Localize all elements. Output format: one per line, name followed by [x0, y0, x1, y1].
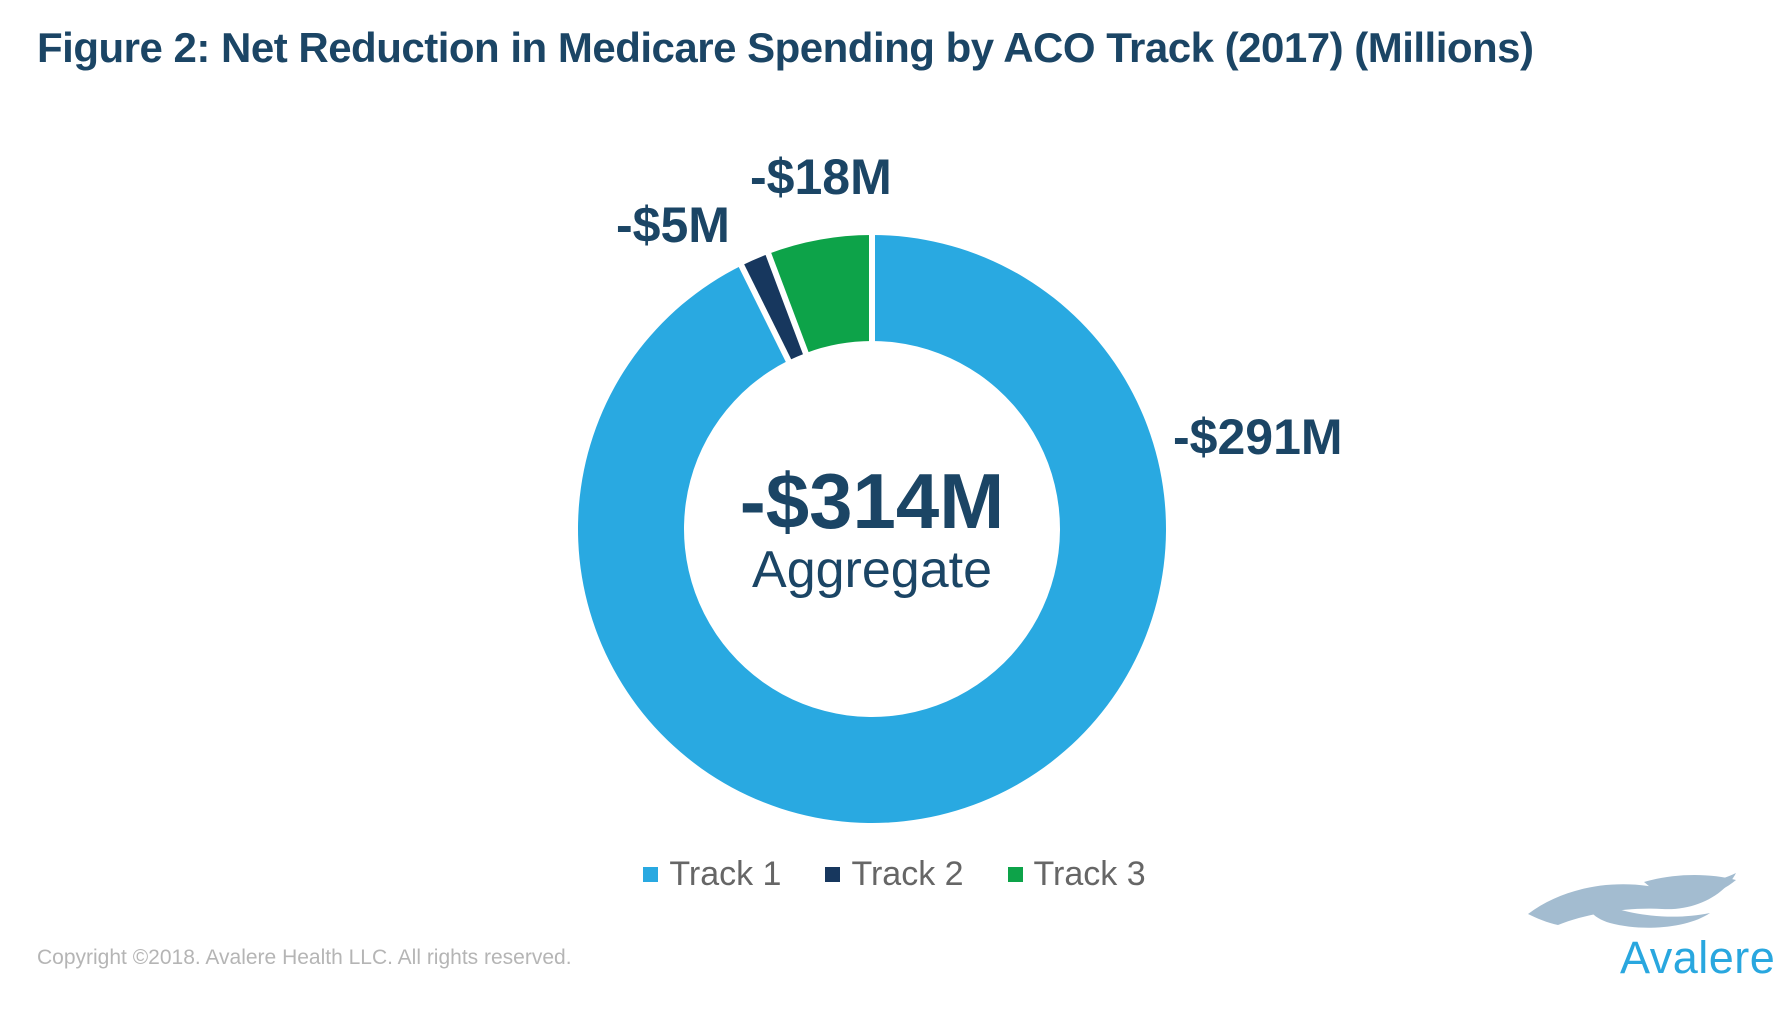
callout-track3-value: -$18M — [750, 149, 892, 205]
donut-slice-track-2 — [741, 253, 806, 361]
callout-track2-value: -$5M — [616, 197, 730, 253]
slice-separator — [764, 249, 810, 358]
avalere-swoosh-icon — [1528, 873, 1736, 928]
slice-separator — [736, 260, 793, 366]
copyright-text: Copyright ©2018. Avalere Health LLC. All… — [37, 946, 572, 969]
legend-item-track3: Track 3 — [1007, 855, 1146, 893]
donut-chart — [578, 231, 1166, 823]
legend-label-track1: Track 1 — [669, 855, 782, 893]
track3-swatch-icon — [1007, 867, 1023, 883]
donut-slice-track-1 — [578, 235, 1166, 823]
legend-item-track1: Track 1 — [643, 855, 782, 893]
figure-title: Figure 2: Net Reduction in Medicare Spen… — [37, 24, 1534, 71]
chart-legend: Track 1 Track 2 Track 3 — [0, 855, 1789, 893]
legend-label-track2: Track 2 — [851, 855, 964, 893]
track1-swatch-icon — [643, 867, 659, 883]
legend-label-track3: Track 3 — [1033, 855, 1146, 893]
donut-slice-track-3 — [768, 235, 872, 354]
avalere-wordmark: Avalere — [1620, 932, 1776, 983]
track2-swatch-icon — [825, 867, 841, 883]
callout-track1-value: -$291M — [1173, 409, 1343, 465]
legend-item-track2: Track 2 — [825, 855, 964, 893]
avalere-logo: Avalere — [1518, 866, 1778, 990]
